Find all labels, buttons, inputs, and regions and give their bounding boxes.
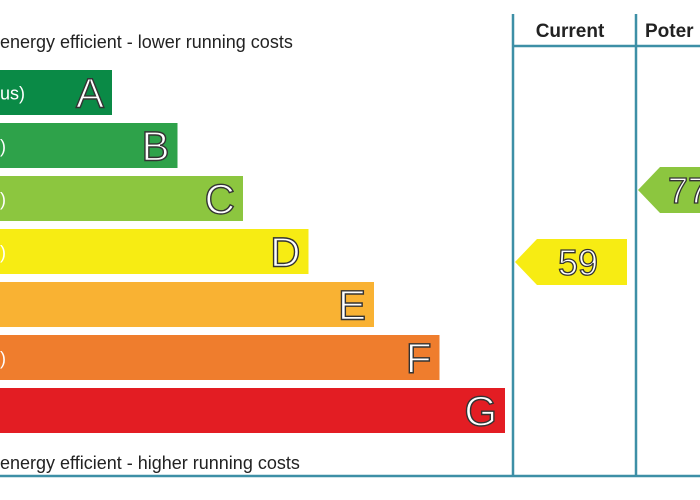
band-b: ) B (0, 122, 178, 170)
band-bar-g (0, 388, 505, 433)
potential-rating-arrow (638, 167, 700, 213)
band-f: ) F (0, 334, 440, 382)
band-letter-b: B (141, 123, 169, 170)
band-letter-f: F (406, 335, 432, 382)
band-bar-c (0, 176, 243, 221)
band-g: G (0, 387, 505, 435)
band-letter-a: A (76, 70, 104, 117)
band-e: E (0, 281, 374, 329)
rating-bands: us) A) B) C) DE) FG (0, 69, 505, 435)
potential-rating-value: 77 (668, 170, 700, 211)
band-range-d: ) (0, 243, 6, 263)
current-rating-value: 59 (558, 242, 598, 283)
band-bar-a (0, 70, 112, 115)
band-bar-d (0, 229, 309, 274)
band-range-f: ) (0, 349, 6, 369)
band-c: ) C (0, 175, 243, 223)
current-rating-arrow (515, 239, 627, 285)
band-range-b: ) (0, 137, 6, 157)
bottom-caption: energy efficient - higher running costs (0, 453, 300, 473)
band-letter-g: G (464, 388, 497, 435)
band-a: us) A (0, 69, 112, 117)
band-bar-f (0, 335, 440, 380)
current-column-header: Current (536, 21, 605, 42)
band-letter-c: C (205, 176, 235, 223)
band-letter-d: D (270, 229, 300, 276)
band-bar-b (0, 123, 178, 168)
potential-column-header: Poter (645, 21, 694, 42)
potential-rating-marker: 77 (638, 167, 700, 213)
top-caption: energy efficient - lower running costs (0, 32, 293, 52)
band-range-c: ) (0, 190, 6, 210)
band-letter-e: E (338, 282, 366, 329)
band-range-a: us) (0, 84, 25, 104)
band-bar-e (0, 282, 374, 327)
band-d: ) D (0, 228, 309, 276)
current-rating-marker: 59 (515, 239, 627, 285)
